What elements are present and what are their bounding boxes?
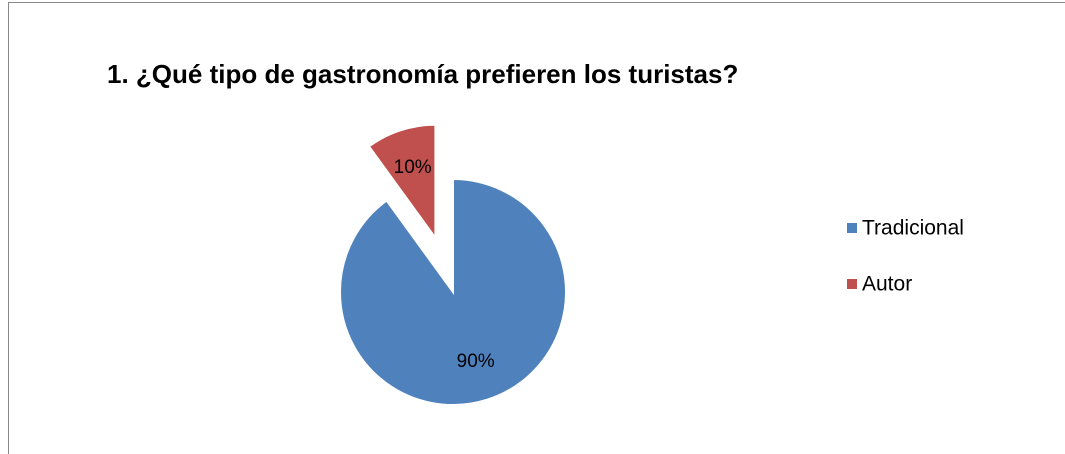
legend-swatch [847,279,857,289]
pie-slice [367,123,437,241]
data-label: 90% [457,351,495,372]
legend-label: Autor [862,273,912,296]
legend-swatch [847,223,857,233]
data-label: 10% [394,157,432,178]
pie-slice [339,177,567,406]
legend-label: Tradicional [862,217,964,240]
chart-title: 1. ¿Qué tipo de gastronomía prefieren lo… [107,59,738,89]
